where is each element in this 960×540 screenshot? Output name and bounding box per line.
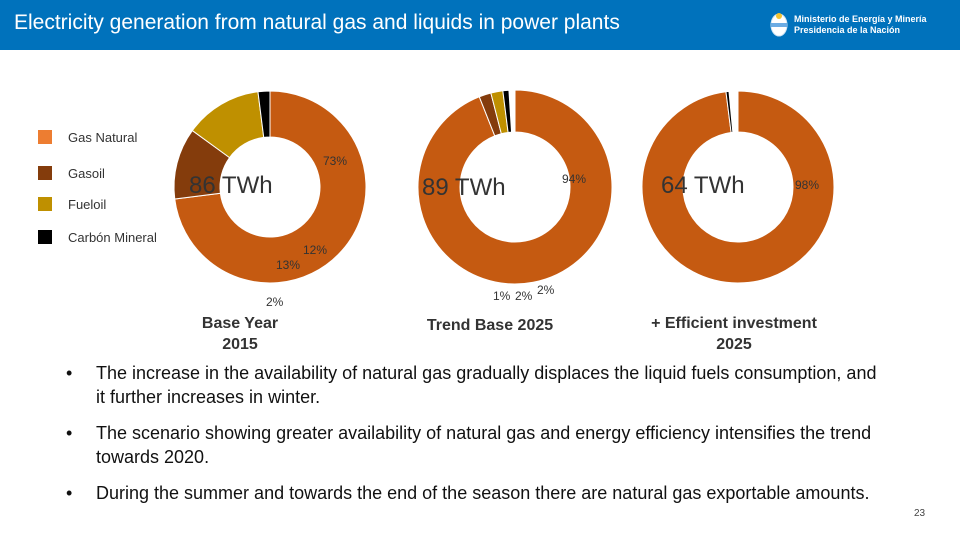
data-label-fueloil-2015: 13% [276,258,301,272]
bullet-marker: • [66,423,73,443]
legend-label: Fueloil [68,197,107,212]
bullet-text: During the summer and towards the end of… [96,483,870,503]
scenario-title-line: Trend Base 2025 [426,317,554,334]
donut-chart-efficient-2025 [641,90,835,284]
data-label-carbon-trend-2025: 1% [493,289,511,303]
total-label-2015: 86 TWh [189,172,273,199]
scenario-title-line: 2025 [716,336,752,353]
total-label-efficient-2025: 64 TWh [661,172,745,199]
bullet-text: The scenario showing greater availabilit… [96,423,872,467]
scenario-title-line: Base Year [201,315,279,332]
slide-title: Electricity generation from natural gas … [14,11,620,34]
slice-gas-natural [174,90,367,284]
legend-swatch [38,230,52,244]
bullet-marker: • [66,363,73,383]
scenario-title-efficient-2025: + Efficient investment 2025 [624,313,844,355]
data-label-fueloil-trend-2025: 2% [515,289,533,303]
slice-carb-n-mineral [725,90,734,133]
scenario-title-line: 2015 [222,336,258,353]
legend-swatch [38,130,52,144]
data-label-gas-efficient-2025: 98% [795,178,820,192]
legend-label: Gas Natural [68,130,138,145]
total-label-trend-2025: 89 TWh [422,174,506,201]
slice-carb-n-mineral [502,89,513,133]
ministry-logo: Ministerio de Energía y Minería Presiden… [768,10,958,42]
donut-chart-2015 [173,90,367,284]
bullet-text: The increase in the availability of natu… [96,363,877,407]
header-bar: Electricity generation from natural gas … [0,0,960,50]
legend-swatch [38,197,52,211]
bullet-marker: • [66,483,73,503]
logo-line-2: Presidencia de la Nación [794,25,901,35]
bullet-item: • The scenario showing greater availabil… [66,421,886,469]
data-label-gas-trend-2025: 94% [562,172,587,186]
legend-label: Carbón Mineral [68,230,157,245]
data-label-gas-2015: 73% [323,154,348,168]
bullet-item: • During the summer and towards the end … [66,481,886,505]
slice-gas-natural [641,90,835,284]
data-label-gasoil-2015: 12% [303,243,328,257]
scenario-title-trend-2025: Trend Base 2025 [400,315,580,336]
slice-carb-n-mineral [257,90,271,138]
donut-chart-trend-2025 [417,89,613,285]
bullet-list: • The increase in the availability of na… [66,361,886,517]
scenario-title-line: + Efficient investment [651,315,817,332]
scenario-title-2015: Base Year 2015 [180,313,300,355]
legend-label: Gasoil [68,166,105,181]
bullet-item: • The increase in the availability of na… [66,361,886,409]
data-label-carbon-2015: 2% [266,295,284,309]
logo-line-1: Ministerio de Energía y Minería [794,14,927,24]
data-label-gasoil-trend-2025: 2% [537,283,555,297]
slice-gas-natural [417,89,613,285]
coat-of-arms-icon [770,13,788,37]
page-number: 23 [914,508,926,519]
legend-swatch [38,166,52,180]
